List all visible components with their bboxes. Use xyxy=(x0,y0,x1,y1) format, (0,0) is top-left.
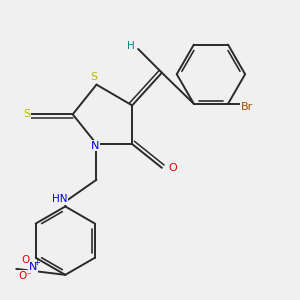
Text: H: H xyxy=(127,41,135,51)
Text: N: N xyxy=(28,262,37,272)
Text: N: N xyxy=(91,140,99,151)
Text: +: + xyxy=(33,258,40,267)
Text: O: O xyxy=(21,255,29,265)
Text: HN: HN xyxy=(52,194,67,204)
Text: O: O xyxy=(168,163,177,173)
Text: O⁻: O⁻ xyxy=(18,271,32,281)
Text: S: S xyxy=(90,72,97,82)
Text: Br: Br xyxy=(241,102,254,112)
Text: S: S xyxy=(23,109,30,119)
